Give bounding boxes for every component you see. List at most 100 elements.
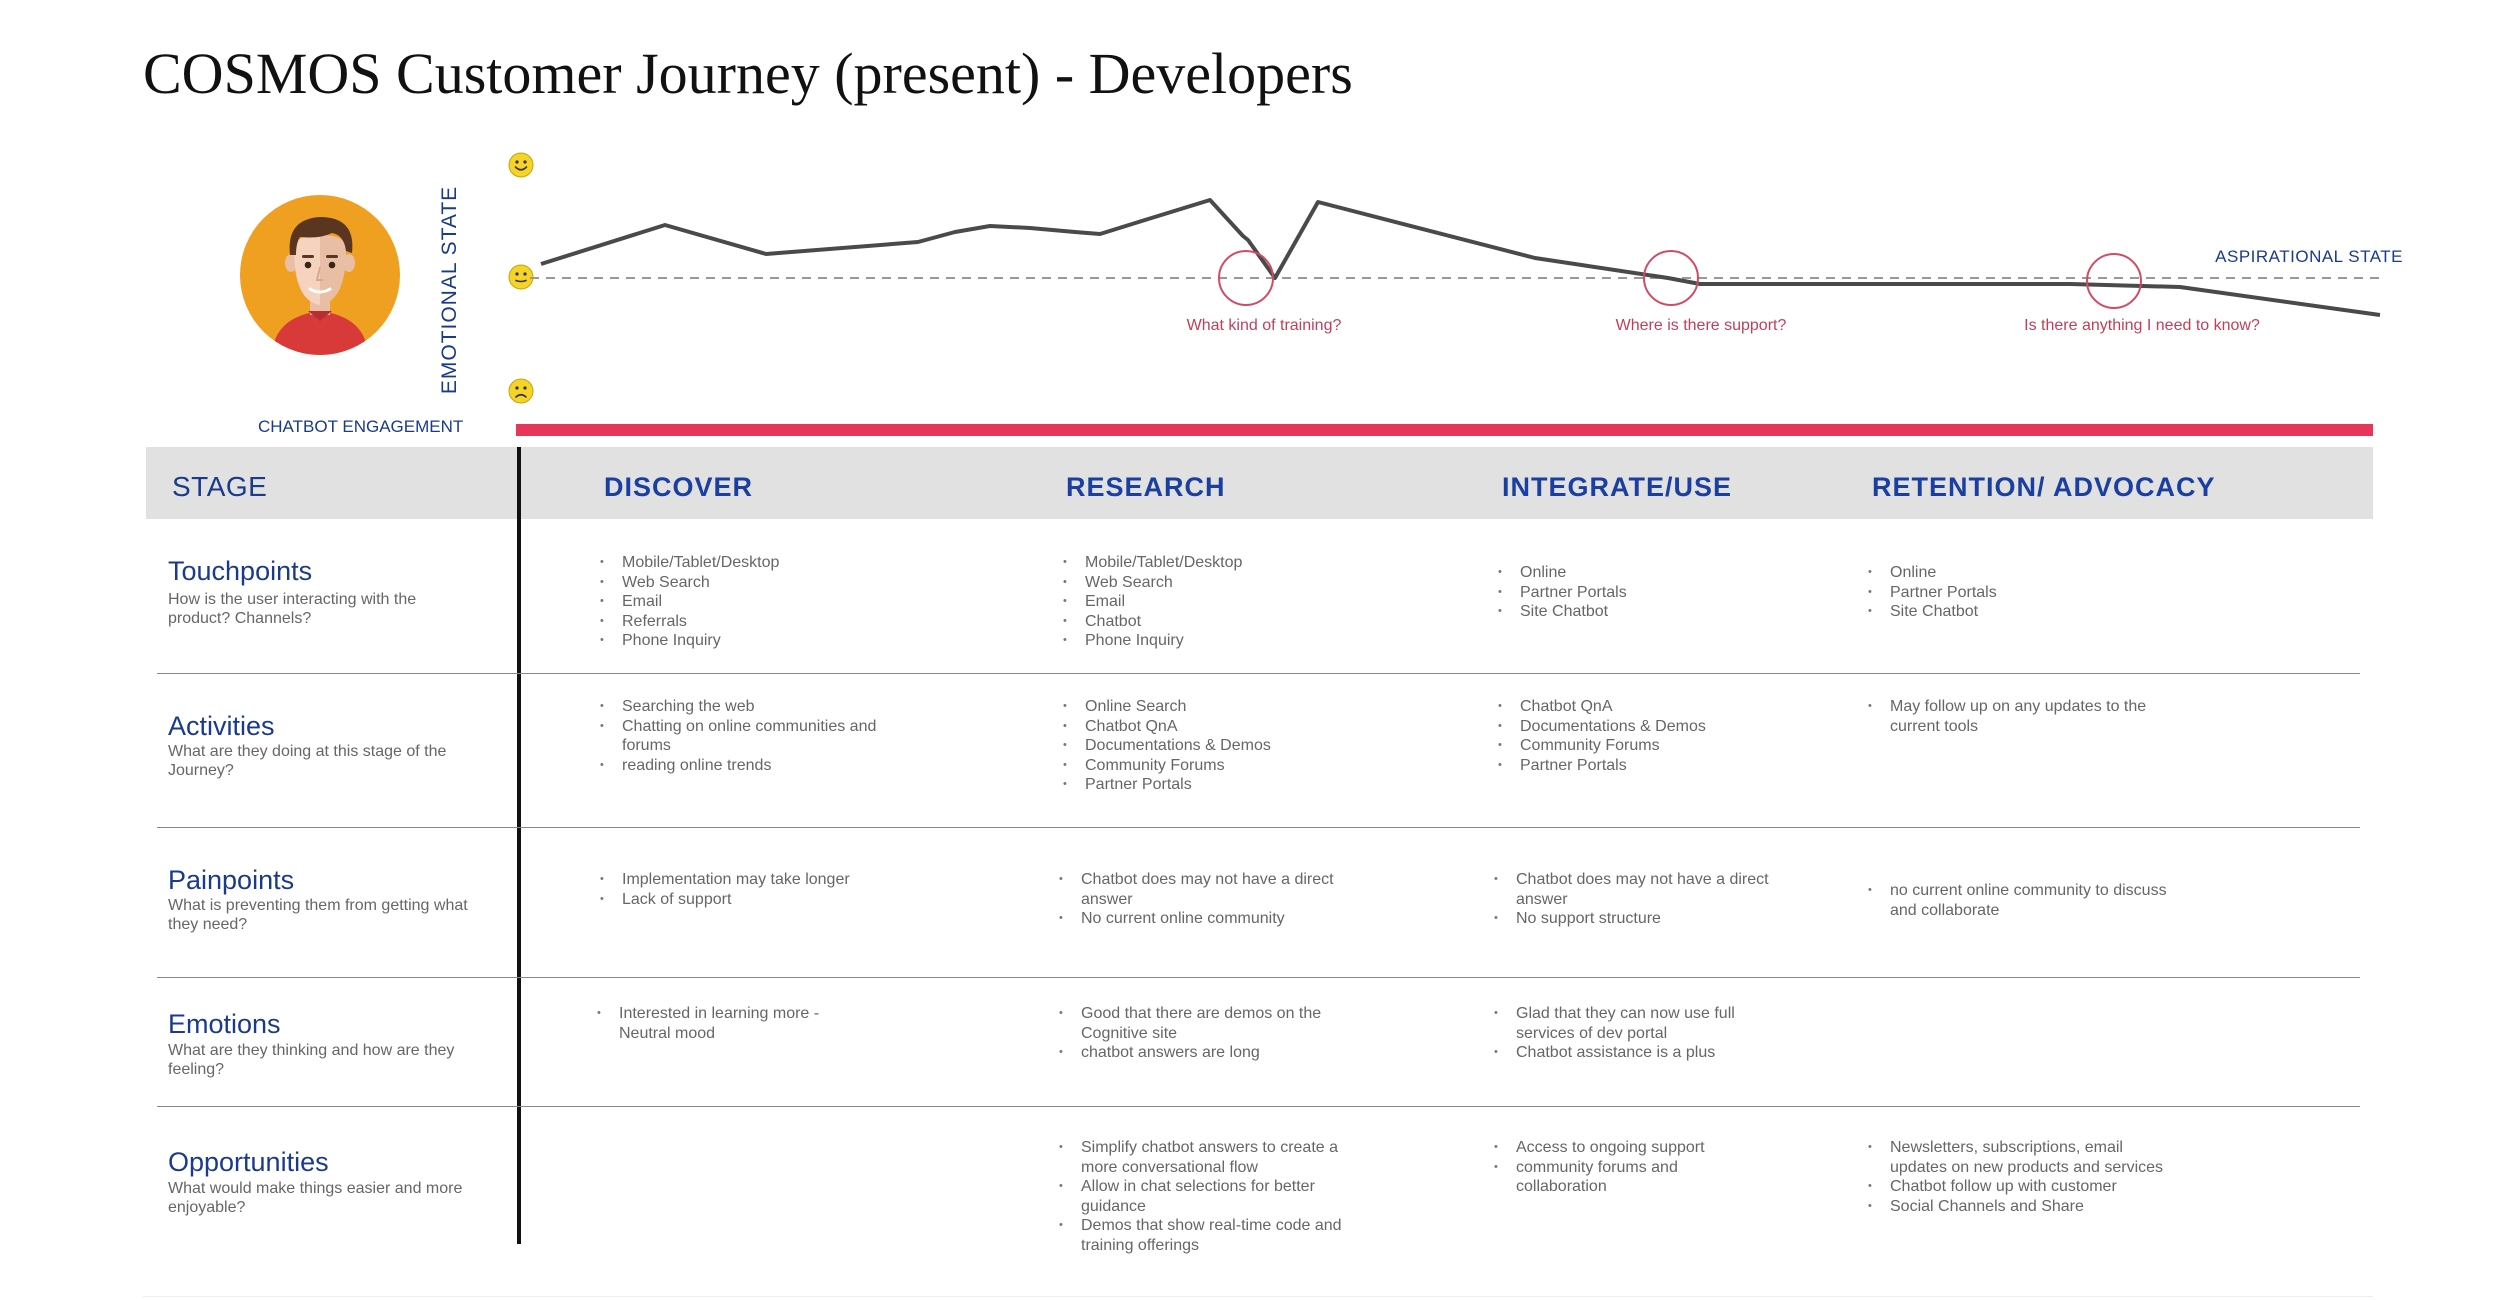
bullet-item: Simplify chatbot answers to create a mor… [1059,1138,1359,1177]
bullet-item: Chatbot QnA [1063,717,1363,737]
cell-opportunities-research: Simplify chatbot answers to create a mor… [1059,1138,1359,1256]
stage-integrate-use: INTEGRATE/USE [1502,472,1733,502]
bullet-item: Online Search [1063,697,1363,717]
chatbot-engagement-label: CHATBOT ENGAGEMENT [258,417,464,436]
cell-painpoints-research: Chatbot does may not have a direct answe… [1059,870,1349,929]
bullet-item: Online [1498,563,1778,583]
row-divider [157,977,2360,978]
bullet-item: Web Search [1063,573,1363,593]
cell-activities-discover: Searching the webChatting on online comm… [600,697,900,775]
bullet-item: Chatbot assistance is a plus [1494,1043,1784,1063]
neutral-face-icon [508,264,534,290]
emotional-journey-chart [530,198,2381,317]
cell-touchpoints-discover: Mobile/Tablet/DesktopWeb SearchEmailRefe… [600,553,900,651]
question-marker [1218,250,1274,306]
row-subtitle-emotions: What are they thinking and how are they … [168,1042,455,1078]
cell-activities-integrate: Chatbot QnADocumentations & DemosCommuni… [1498,697,1778,775]
bullet-item: chatbot answers are long [1059,1043,1369,1063]
bullet-item: Glad that they can now use full services… [1494,1004,1784,1043]
bullet-item: Interested in learning more - Neutral mo… [597,1004,867,1043]
bullet-item: Chatbot does may not have a direct answe… [1494,870,1784,909]
bullet-item: Allow in chat selections for better guid… [1059,1177,1359,1216]
bullet-item: Chatbot QnA [1498,697,1778,717]
bullet-item: Phone Inquiry [1063,631,1363,651]
stage-discover: DISCOVER [604,472,754,502]
bullet-item: Partner Portals [1498,583,1778,603]
stage-retention-advocacy: RETENTION/ ADVOCACY [1872,472,2216,502]
chatbot-engagement-bar [516,424,2373,436]
bullet-item: Email [1063,592,1363,612]
row-subtitle-activities: What are they doing at this stage of the… [168,743,447,779]
question-label: What kind of training? [1186,317,1342,334]
cell-emotions-discover: Interested in learning more - Neutral mo… [597,1004,867,1043]
bullet-item: Chatbot follow up with customer [1868,1177,2168,1197]
bullet-item: Implementation may take longer [600,870,920,890]
bullet-item: Social Channels and Share [1868,1197,2168,1217]
page-title: COSMOS Customer Journey (present) - Deve… [143,41,1353,106]
emotional-state-label: EMOTIONAL STATE [438,185,461,395]
bullet-item: Partner Portals [1868,583,2148,603]
row-divider [157,827,2360,828]
cell-touchpoints-integrate: OnlinePartner PortalsSite Chatbot [1498,563,1778,622]
bullet-item: Chatting on online communities and forum… [600,717,900,756]
question-marker [1643,250,1699,306]
sad-face-icon [508,378,534,404]
developer-avatar-icon [240,195,400,355]
cell-painpoints-retention: no current online community to discuss a… [1868,881,2168,920]
bullet-item: Mobile/Tablet/Desktop [600,553,900,573]
bullet-item: No support structure [1494,909,1784,929]
cell-activities-research: Online SearchChatbot QnADocumentations &… [1063,697,1363,795]
cell-painpoints-discover: Implementation may take longerLack of su… [600,870,920,909]
bullet-item: Site Chatbot [1868,602,2148,622]
cell-opportunities-integrate: Access to ongoing supportcommunity forum… [1494,1138,1744,1197]
cell-emotions-integrate: Glad that they can now use full services… [1494,1004,1784,1063]
cell-touchpoints-retention: OnlinePartner PortalsSite Chatbot [1868,563,2148,622]
emotion-curve [540,198,2381,317]
bullet-item: Chatbot does may not have a direct answe… [1059,870,1349,909]
bullet-item: Newsletters, subscriptions, email update… [1868,1138,2168,1177]
bullet-item: Community Forums [1498,736,1778,756]
bullet-item: Referrals [600,612,900,632]
row-divider [157,673,2360,674]
bullet-item: Email [600,592,900,612]
aspirational-state-label: ASPIRATIONAL STATE [2215,247,2403,266]
bullet-item: Online [1868,563,2148,583]
row-title-emotions: Emotions [168,1009,281,1039]
stage-label: STAGE [172,471,268,502]
row-subtitle-painpoints: What is preventing them from getting wha… [168,897,468,933]
row-title-painpoints: Painpoints [168,865,295,895]
row-title-opportunities: Opportunities [168,1147,329,1177]
bullet-item: No current online community [1059,909,1349,929]
bullet-item: community forums and collaboration [1494,1158,1744,1197]
bullet-item: Searching the web [600,697,900,717]
bullet-item: Community Forums [1063,756,1363,776]
cell-emotions-research: Good that there are demos on the Cogniti… [1059,1004,1369,1063]
bullet-item: Documentations & Demos [1498,717,1778,737]
cell-touchpoints-research: Mobile/Tablet/DesktopWeb SearchEmailChat… [1063,553,1363,651]
bullet-item: May follow up on any updates to the curr… [1868,697,2178,736]
bullet-item: Web Search [600,573,900,593]
row-title-touchpoints: Touchpoints [168,556,313,586]
bullet-item: Documentations & Demos [1063,736,1363,756]
stage-research: RESEARCH [1066,472,1226,502]
question-marker [2086,253,2142,309]
bullet-item: Partner Portals [1498,756,1778,776]
bullet-item: Site Chatbot [1498,602,1778,622]
column-divider [517,447,521,1244]
question-label: Is there anything I need to know? [2024,317,2260,334]
bullet-item: Good that there are demos on the Cogniti… [1059,1004,1369,1043]
happy-face-icon [508,152,534,178]
row-divider [157,1106,2360,1107]
bullet-item: Demos that show real-time code and train… [1059,1216,1359,1255]
bullet-item: Phone Inquiry [600,631,900,651]
footer-divider [143,1296,2373,1297]
cell-activities-retention: May follow up on any updates to the curr… [1868,697,2178,736]
cell-opportunities-retention: Newsletters, subscriptions, email update… [1868,1138,2168,1216]
bullet-item: Chatbot [1063,612,1363,632]
bullet-item: Access to ongoing support [1494,1138,1744,1158]
cell-painpoints-integrate: Chatbot does may not have a direct answe… [1494,870,1784,929]
bullet-item: no current online community to discuss a… [1868,881,2168,920]
row-title-activities: Activities [168,711,275,741]
bullet-item: Mobile/Tablet/Desktop [1063,553,1363,573]
row-subtitle-touchpoints: How is the user interacting with the pro… [168,591,417,627]
